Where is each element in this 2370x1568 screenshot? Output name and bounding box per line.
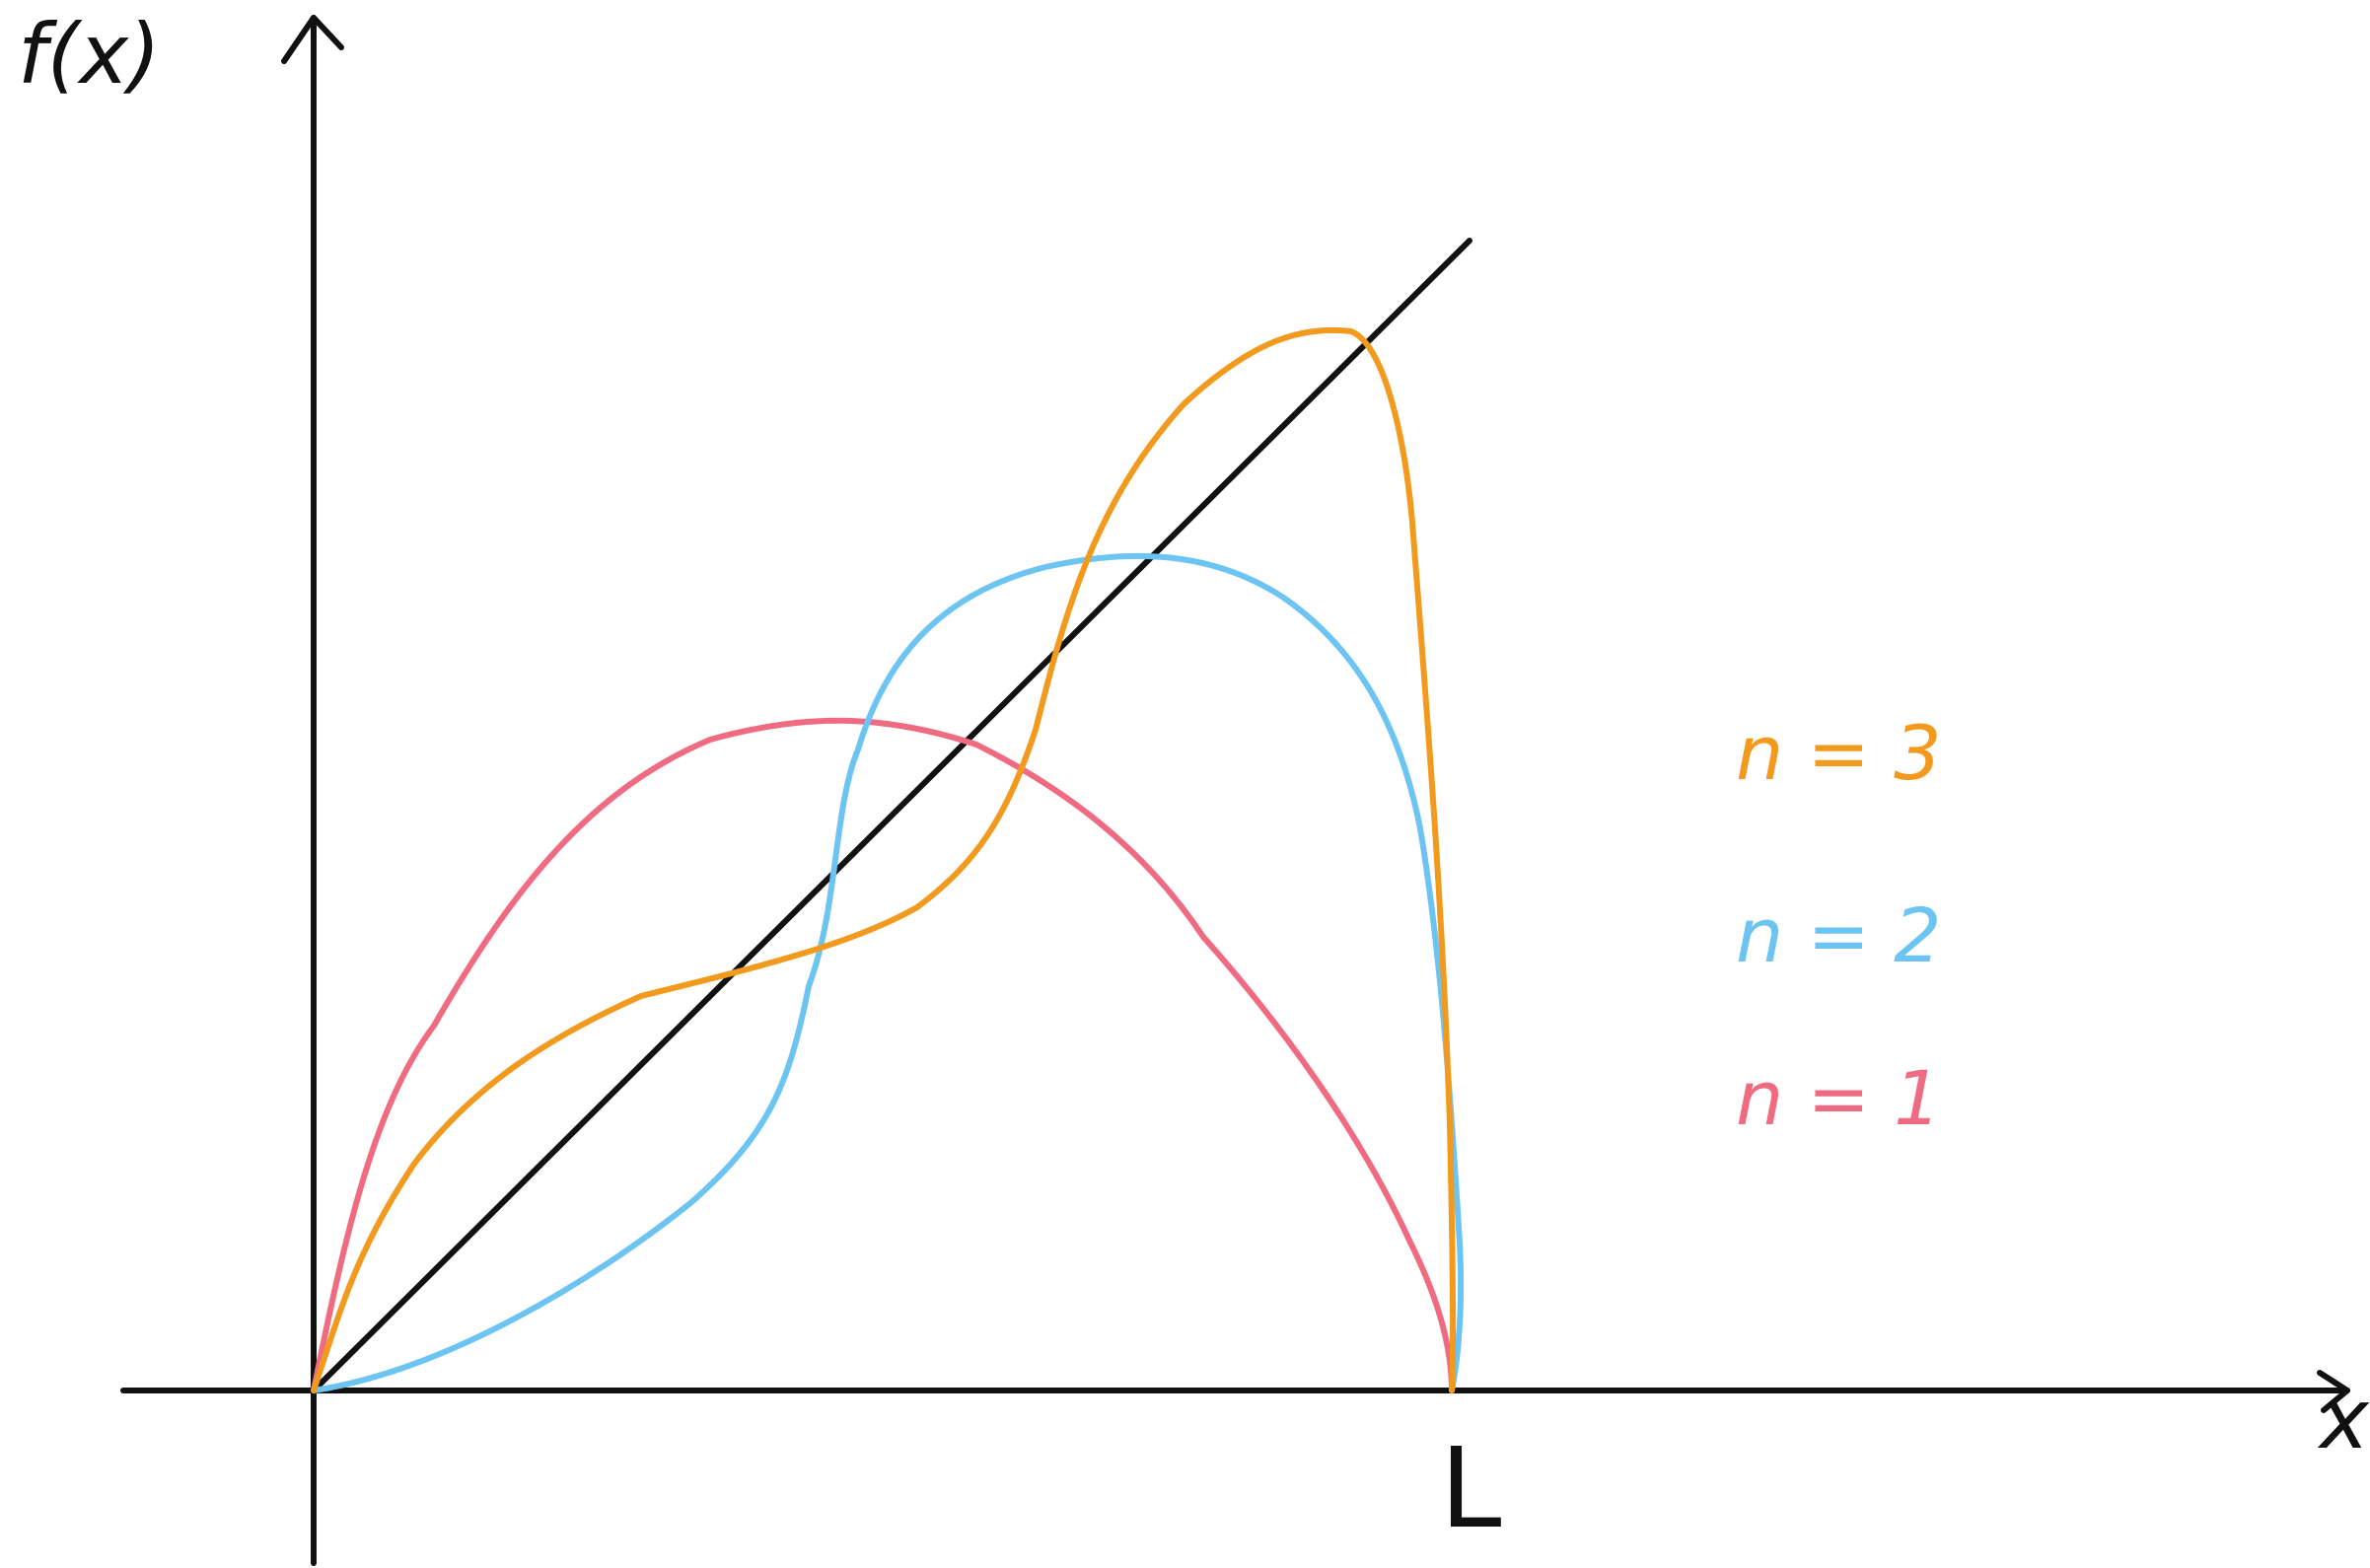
curve-n2 (311, 552, 1465, 1393)
y-axis-arrowhead (281, 15, 344, 64)
legend-item-n3: n = 3 (1736, 709, 1942, 797)
diagonal-line (311, 238, 1472, 1393)
legend: n = 3 n = 2 n = 1 (1736, 709, 1942, 1142)
y-axis-label: f(x) (18, 6, 161, 103)
curve-n1 (311, 717, 1455, 1393)
x-axis-arrowhead (2317, 1370, 2350, 1413)
x-tick-label-L: L (1440, 1425, 1501, 1553)
curve-n3 (311, 326, 1457, 1393)
legend-item-n1: n = 1 (1736, 1054, 1942, 1142)
legend-item-n2: n = 2 (1736, 891, 1942, 979)
x-axis-label: x (2317, 1371, 2370, 1467)
